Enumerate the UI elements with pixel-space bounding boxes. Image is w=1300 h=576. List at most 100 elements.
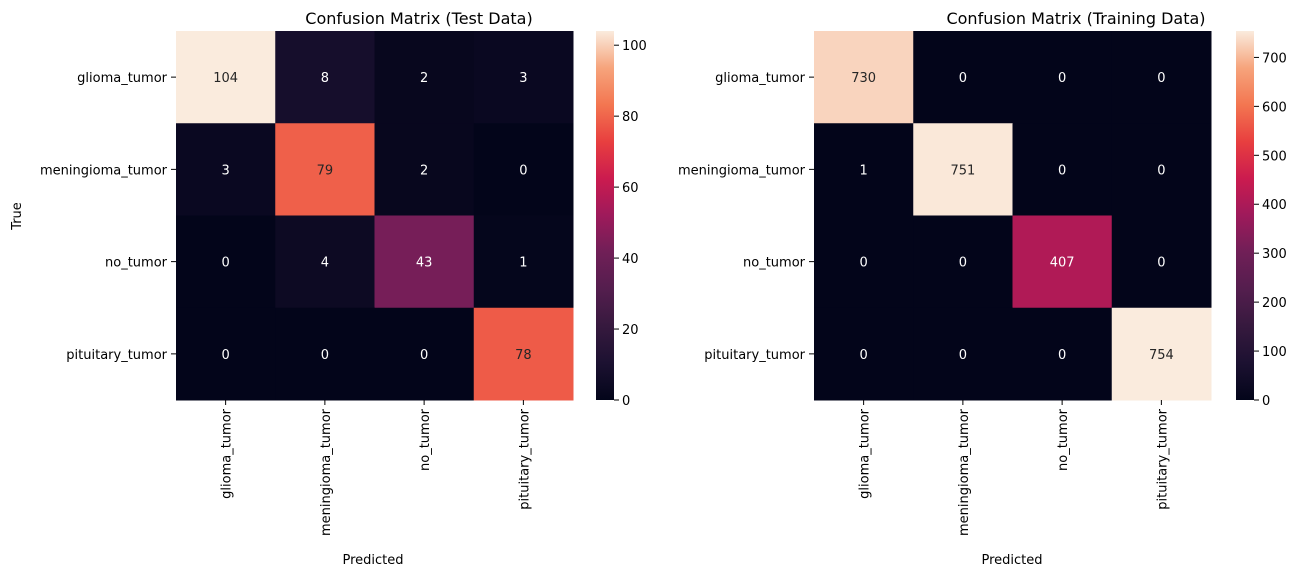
cell-value-label: 2 [420, 163, 428, 178]
colorbar-tick-label: 500 [1262, 149, 1287, 164]
cell-value-label: 0 [321, 348, 329, 363]
heatmap-cell [913, 123, 1013, 216]
heatmap-cell [473, 31, 574, 124]
x-tick-label: pituitary_tumor [1155, 408, 1170, 509]
y-tick-label: glioma_tumor [715, 71, 806, 86]
cell-value-label: 3 [221, 163, 229, 178]
y-tick-label: glioma_tumor [77, 71, 168, 86]
colorbar-tick-label: 400 [1262, 198, 1287, 213]
heatmap-cell [913, 215, 1013, 309]
heatmap-cell [473, 123, 574, 216]
heatmap-cell [1111, 31, 1212, 124]
heatmap-cell [473, 215, 574, 309]
colorbar-tick-label: 80 [622, 110, 639, 125]
colorbar-tick-label: 600 [1262, 100, 1287, 115]
heatmap-cell [1012, 123, 1113, 216]
heatmap-cell [176, 31, 276, 124]
cell-value-label: 1 [519, 256, 527, 271]
cell-value-label: 0 [420, 348, 428, 363]
x-tick-label: no_tumor [418, 408, 433, 471]
x-axis-label-test: Predicted [342, 553, 403, 568]
heatmap-cells-test: 104 8 2 3 3 79 2 0 0 4 43 1 0 0 0 78 [176, 31, 574, 401]
chart-title-train: Confusion Matrix (Training Data) [946, 9, 1205, 28]
colorbar-tick-label: 100 [622, 39, 647, 54]
heatmap-cell [1012, 31, 1113, 124]
cell-value-label: 407 [1050, 256, 1075, 271]
cell-value-label: 0 [221, 256, 229, 271]
heatmap-cell [374, 123, 475, 216]
cell-value-label: 78 [515, 348, 532, 363]
cell-value-label: 4 [321, 256, 329, 271]
heatmap-cell [1111, 123, 1212, 216]
y-tick-label: no_tumor [105, 256, 168, 271]
chart-title-test: Confusion Matrix (Test Data) [305, 9, 532, 28]
x-tick-label: glioma_tumor [220, 408, 235, 499]
colorbar-ticks-train: 0 100 200 300 400 500 600 700 [1254, 51, 1287, 409]
cell-value-label: 0 [1058, 71, 1066, 86]
y-tick-labels-train: glioma_tumor meningioma_tumor no_tumorpitu… [678, 71, 814, 363]
cell-value-label: 0 [1157, 256, 1165, 271]
y-tick-labels-test: glioma_tumor meningioma_tumor no_tumorpitu… [40, 71, 176, 363]
heatmap-cell [275, 307, 375, 401]
y-tick-label: pituitary_tumor [704, 348, 805, 363]
cell-value-label: 754 [1149, 348, 1174, 363]
heatmap-cell [913, 307, 1013, 401]
cell-value-label: 730 [851, 71, 876, 86]
heatmap-cell [814, 307, 914, 401]
cell-value-label: 0 [1157, 71, 1165, 86]
cell-value-label: 2 [420, 71, 428, 86]
cell-value-label: 0 [959, 71, 967, 86]
heatmap-cell [1012, 215, 1113, 309]
cell-value-label: 751 [950, 163, 975, 178]
x-tick-label: meningioma_tumor [957, 408, 972, 536]
cell-value-label: 0 [859, 256, 867, 271]
cell-value-label: 43 [416, 256, 433, 271]
x-tick-label: glioma_tumor [858, 408, 873, 499]
cell-value-label: 3 [519, 71, 527, 86]
x-axis-label-train: Predicted [981, 553, 1042, 568]
heatmap-panel-test: Confusion Matrix (Test Data) 104 8 2 33 79 2 0… [10, 9, 647, 568]
x-tick-label: pituitary_tumor [517, 408, 532, 509]
heatmap-cell [1111, 307, 1212, 401]
heatmap-cell [176, 215, 276, 309]
x-tick-labels-test: glioma_tumor meningioma_tumor no_tumor pitu… [220, 400, 532, 536]
x-tick-label: no_tumor [1056, 408, 1071, 471]
cell-value-label: 8 [321, 71, 329, 86]
colorbar-ticks-test: 0 20 40 60 80 100 [614, 39, 647, 409]
colorbar-tick-label: 100 [1262, 345, 1287, 360]
colorbar-tick-label: 200 [1262, 296, 1287, 311]
cell-value-label: 0 [859, 348, 867, 363]
heatmap-cell [374, 215, 475, 309]
colorbar-tick-label: 0 [622, 394, 630, 409]
y-axis-label-test: True [10, 202, 25, 231]
colorbar-tick-label: 700 [1262, 51, 1287, 66]
heatmap-cell [814, 31, 914, 124]
cell-value-label: 0 [221, 348, 229, 363]
heatmap-cell [374, 307, 475, 401]
x-tick-label: meningioma_tumor [319, 408, 334, 536]
colorbar-tick-label: 60 [622, 181, 639, 196]
y-tick-label: no_tumor [743, 256, 806, 271]
heatmap-cells-train: 730 0 0 0 1 751 0 0 0 0 407 0 0 0 0 754 [814, 31, 1212, 401]
colorbar-test [596, 31, 614, 400]
heatmap-cell [275, 123, 375, 216]
y-tick-label: pituitary_tumor [66, 348, 167, 363]
heatmap-cell [176, 123, 276, 216]
heatmap-panel-train: Confusion Matrix (Training Data) 730 0 0 0 1… [678, 9, 1287, 568]
cell-value-label: 0 [959, 348, 967, 363]
heatmap-cell [275, 31, 375, 124]
cell-value-label: 0 [1157, 163, 1165, 178]
y-tick-label: meningioma_tumor [678, 163, 806, 178]
colorbar-tick-label: 0 [1262, 394, 1270, 409]
heatmap-cell [814, 215, 914, 309]
cell-value-label: 1 [859, 163, 867, 178]
cell-value-label: 0 [519, 163, 527, 178]
heatmap-cell [1012, 307, 1113, 401]
colorbar-tick-label: 40 [622, 252, 639, 267]
cell-value-label: 0 [959, 256, 967, 271]
heatmap-cell [275, 215, 375, 309]
heatmap-cell [473, 307, 574, 401]
colorbar-train [1236, 31, 1254, 400]
cell-value-label: 0 [1058, 163, 1066, 178]
